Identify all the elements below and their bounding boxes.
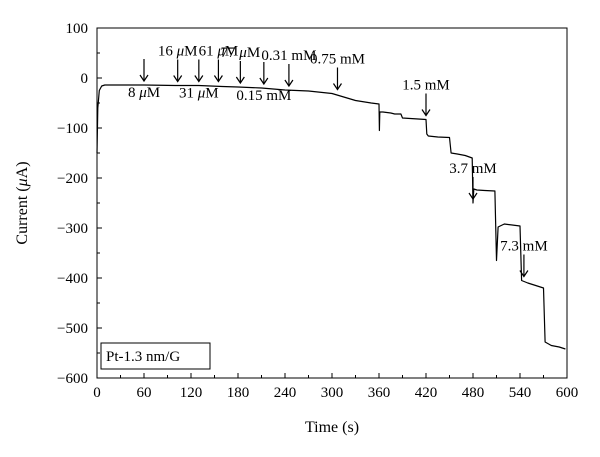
annotation-mu: μ bbox=[176, 44, 185, 60]
current-trace bbox=[96, 84, 566, 350]
annotation-mu: μ bbox=[197, 86, 206, 102]
arrow-head bbox=[213, 75, 223, 83]
annotation-label: 8 μM bbox=[128, 85, 160, 101]
x-tick-label: 480 bbox=[462, 385, 485, 401]
x-tick-label: 240 bbox=[274, 385, 297, 401]
y-tick-label: −100 bbox=[57, 121, 88, 137]
y-axis-label-post: A) bbox=[14, 161, 31, 178]
series bbox=[96, 84, 566, 350]
axes bbox=[96, 27, 568, 379]
arrow-head bbox=[332, 83, 342, 91]
annotation-label: 1.5 mM bbox=[402, 78, 450, 94]
y-tick-label: 100 bbox=[66, 21, 89, 37]
y-tick-label: −500 bbox=[57, 321, 88, 337]
arrow-head bbox=[519, 270, 529, 278]
arrow-head bbox=[194, 75, 204, 83]
y-axis-label-mu: μ bbox=[14, 178, 31, 187]
plot-frame bbox=[96, 27, 568, 379]
annotation-mu: μ bbox=[216, 44, 225, 60]
y-tick-label: 0 bbox=[81, 71, 89, 87]
y-tick-label: −400 bbox=[57, 271, 88, 287]
arrow-head bbox=[139, 74, 149, 83]
x-tick-label: 300 bbox=[321, 385, 344, 401]
legend: Pt-1.3 nm/G bbox=[100, 342, 211, 370]
annotation-label: 3.7 mM bbox=[449, 161, 497, 177]
arrow-head bbox=[235, 76, 245, 85]
annotation-label: 0.31 mM bbox=[261, 48, 316, 64]
annotation-label: 77 μM bbox=[221, 45, 261, 61]
x-axis-label: Time (s) bbox=[305, 419, 359, 436]
legend-text: Pt-1.3 nm/G bbox=[106, 349, 180, 365]
annotation-label: 0.15 mM bbox=[236, 88, 291, 104]
arrow-head bbox=[421, 109, 431, 117]
y-tick-label: −300 bbox=[57, 221, 88, 237]
arrow-head bbox=[284, 79, 294, 88]
y-axis-label-pre: Current ( bbox=[14, 186, 31, 244]
y-tick-label: −200 bbox=[57, 171, 88, 187]
y-tick-label: −600 bbox=[57, 371, 88, 387]
annotation-label: 61 μM bbox=[199, 44, 239, 60]
x-tick-label: 360 bbox=[368, 385, 391, 401]
x-tick-label: 420 bbox=[415, 385, 438, 401]
x-tick-label: 600 bbox=[556, 385, 579, 401]
x-tick-label: 60 bbox=[137, 385, 152, 401]
ticks: 0 60 120 180 240 300 360 420 480 540 600 100 0 −100 −2… bbox=[57, 21, 578, 401]
arrow-head bbox=[173, 75, 183, 83]
arrow-head bbox=[259, 77, 269, 86]
annotation-mu: μ bbox=[138, 85, 147, 101]
annotation-mu: μ bbox=[238, 45, 247, 61]
legend-box bbox=[100, 342, 211, 370]
annotation-label: 16 μM bbox=[158, 44, 198, 60]
annotation-label: 31 μM bbox=[179, 86, 219, 102]
y-axis-label: Current (μA) bbox=[14, 161, 31, 244]
x-tick-label: 540 bbox=[509, 385, 532, 401]
x-tick-label: 120 bbox=[180, 385, 203, 401]
arrow-head bbox=[468, 192, 478, 201]
x-tick-label: 0 bbox=[93, 385, 101, 401]
x-tick-label: 180 bbox=[227, 385, 250, 401]
annotation-label: 7.3 mM bbox=[500, 239, 548, 255]
annotation-label: 0.75 mM bbox=[310, 52, 365, 68]
